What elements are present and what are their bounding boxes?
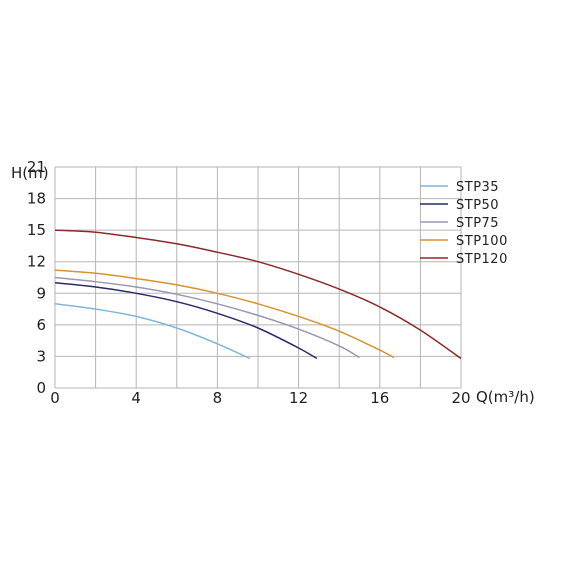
x-tick-label: 12 [289,389,308,407]
series-line-stp75 [54,276,360,359]
x-tick-label: 0 [50,389,60,407]
x-tick-label: 4 [131,389,141,407]
legend-label: STP50 [456,198,499,213]
series-line-stp35 [54,303,251,360]
x-tick-label: 16 [370,389,389,407]
legend-label: STP120 [456,252,508,267]
x-axis-label: Q(m³/h) [476,388,535,406]
series-line-stp120 [54,229,462,360]
y-tick-label: 18 [27,190,46,208]
y-tick-label: 6 [36,316,46,334]
x-tick-label: 20 [451,389,470,407]
grid [54,166,462,389]
y-tick-label: 3 [36,347,46,365]
tick-labels: 0 4 8 12 16 20 0 3 6 9 12 15 18 21 [27,158,471,407]
y-tick-label: 21 [27,158,46,176]
series-line-stp50 [54,282,318,360]
series-lines [54,229,462,360]
y-tick-label: 15 [27,221,46,239]
y-tick-label: 9 [36,284,46,302]
legend: STP35 STP50 STP75 STP100 STP120 [420,180,508,267]
y-tick-label: 12 [27,253,46,271]
y-tick-label: 0 [36,379,46,397]
x-tick-label: 8 [213,389,223,407]
y-axis-label: H(m) [11,164,49,182]
series-line-stp100 [54,269,395,359]
legend-label: STP35 [456,180,499,195]
legend-label: STP100 [456,234,508,249]
legend-label: STP75 [456,216,499,231]
